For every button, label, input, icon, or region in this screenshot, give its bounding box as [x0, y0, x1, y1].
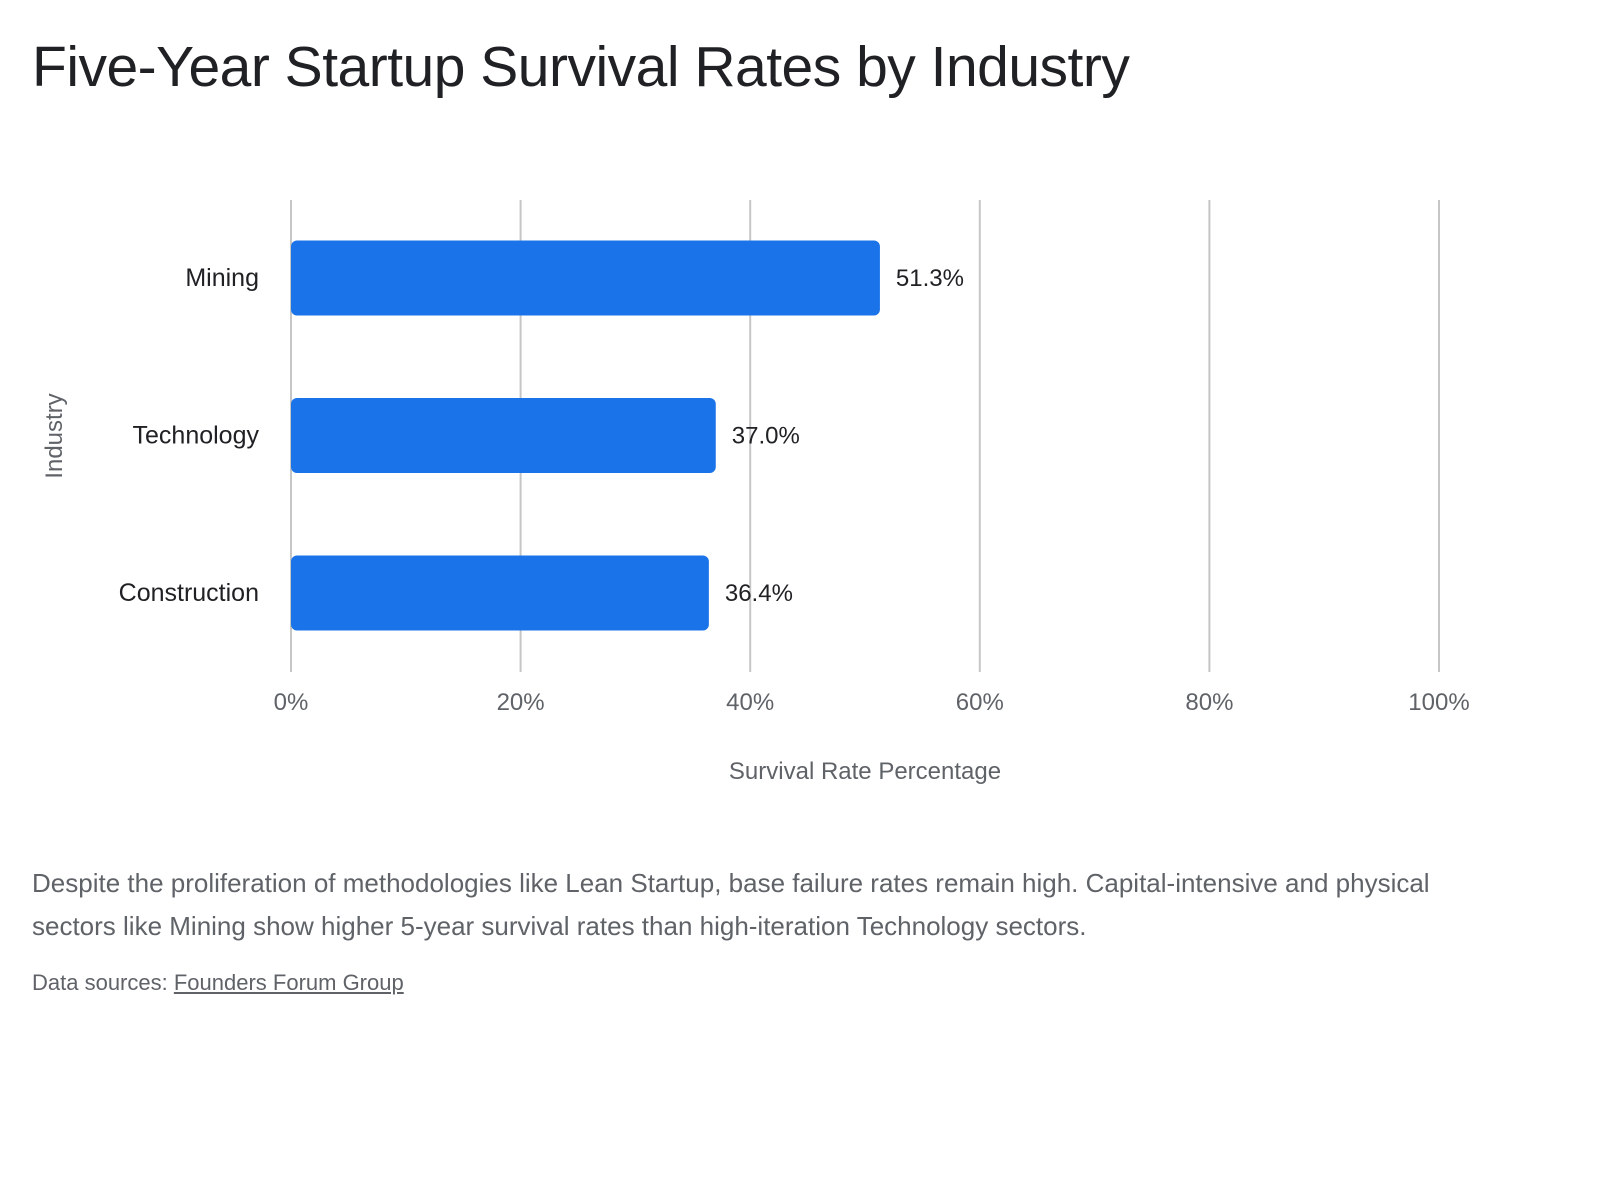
- x-tick-label: 20%: [497, 689, 545, 716]
- value-labels: 51.3% 37.0% 36.4%: [725, 265, 964, 607]
- chart-title: Five-Year Startup Survival Rates by Indu…: [32, 35, 1130, 99]
- data-source-link[interactable]: Founders Forum Group: [173, 970, 404, 995]
- bar-construction: [291, 555, 709, 631]
- x-tick-label: 80%: [1185, 689, 1233, 716]
- x-tick-label: 0%: [274, 689, 309, 716]
- value-label-construction: 36.4%: [725, 580, 793, 607]
- y-axis-title: Industry: [41, 393, 68, 478]
- category-label-construction: Construction: [119, 579, 259, 607]
- bar-mining: [291, 240, 880, 316]
- bar-technology: [291, 398, 716, 473]
- value-label-mining: 51.3%: [896, 265, 964, 292]
- x-axis-title: Survival Rate Percentage: [729, 758, 1001, 785]
- x-tick-labels: 0% 20% 40% 60% 80% 100%: [274, 689, 1470, 716]
- x-tick-label: 100%: [1408, 689, 1469, 716]
- category-label-technology: Technology: [133, 422, 260, 450]
- data-sources-label: Data sources:: [32, 970, 174, 995]
- chart-description: Despite the proliferation of methodologi…: [32, 868, 1430, 941]
- x-tick-label: 40%: [726, 689, 774, 716]
- bars: [291, 240, 880, 631]
- bar-chart: 51.3% 37.0% 36.4% Mining Technology Construc…: [41, 200, 1470, 785]
- value-label-technology: 37.0%: [732, 423, 800, 450]
- data-sources: Data sources: Founders Forum Group: [32, 970, 404, 996]
- x-tick-label: 60%: [956, 689, 1004, 716]
- category-label-mining: Mining: [185, 264, 259, 292]
- category-labels: Mining Technology Construction: [119, 264, 260, 607]
